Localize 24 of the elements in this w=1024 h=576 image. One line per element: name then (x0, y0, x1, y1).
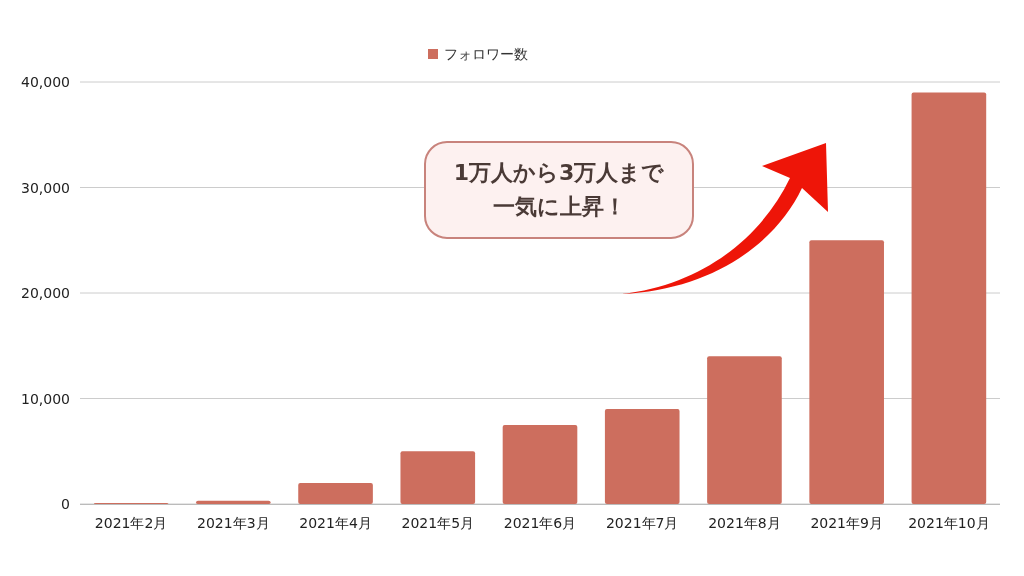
legend-label: フォロワー数 (444, 46, 528, 62)
x-tick-label: 2021年8月 (708, 515, 781, 531)
x-tick-label: 2021年2月 (94, 515, 168, 531)
bar (809, 240, 884, 504)
x-tick-label: 2021年5月 (401, 515, 475, 531)
bar (911, 92, 987, 504)
y-tick-label: 30,000 (21, 179, 70, 196)
bar (196, 500, 271, 504)
bar (400, 451, 476, 504)
bar (298, 482, 373, 504)
y-tick-label: 0 (61, 496, 70, 512)
y-tick-label: 20,000 (21, 285, 70, 301)
x-tick-label: 2021年7月 (605, 515, 679, 531)
x-tick-label: 2021年6月 (503, 515, 577, 531)
annotation: 1万人から3万人まで一気に上昇！ (453, 159, 665, 221)
bar (502, 424, 578, 504)
x-tick-label: 2021年9月 (810, 515, 883, 531)
x-tick-label: 2021年10月 (908, 515, 990, 531)
x-tick-label: 2021年4月 (299, 515, 372, 531)
y-tick-label: 10,000 (21, 390, 70, 407)
x-tick-label: 2021年3月 (197, 515, 270, 531)
y-tick-label: 40,000 (21, 74, 70, 90)
bar (707, 356, 782, 504)
bar (604, 409, 680, 504)
